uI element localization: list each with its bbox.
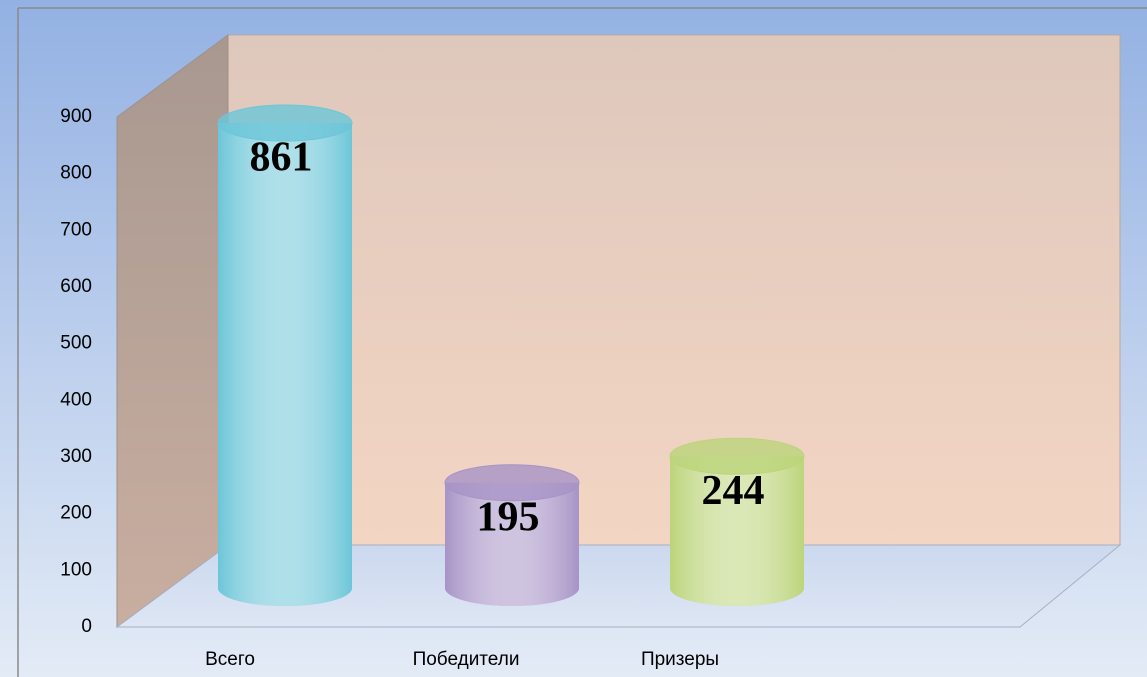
bar-shade — [670, 456, 804, 606]
y-tick-label: 900 — [60, 106, 92, 127]
side-wall — [116, 34, 229, 628]
bar-top — [217, 104, 353, 142]
bar — [444, 464, 580, 606]
y-tick-label: 800 — [60, 163, 92, 184]
bar-top — [444, 464, 580, 502]
y-tick-label: 500 — [60, 333, 92, 354]
y-tick-label: 400 — [60, 389, 92, 410]
bar-top — [669, 437, 805, 475]
value-label: 195 — [477, 494, 540, 540]
x-tick-label: Победители — [413, 649, 520, 670]
x-tick-label: Всего — [205, 649, 255, 670]
y-tick-label: 600 — [60, 276, 92, 297]
x-tick-label: Призеры — [641, 649, 719, 670]
bar-shade — [445, 482, 579, 606]
value-label: 861 — [250, 135, 313, 181]
y-tick-label: 0 — [81, 616, 92, 637]
floor — [115, 544, 1122, 628]
y-tick-label: 200 — [60, 503, 92, 524]
bar-shade — [218, 123, 352, 606]
y-tick-label: 100 — [60, 559, 92, 580]
bar — [217, 104, 353, 606]
bar — [669, 437, 805, 606]
value-label: 244 — [702, 468, 765, 514]
y-tick-label: 300 — [60, 446, 92, 467]
y-tick-label: 700 — [60, 219, 92, 240]
